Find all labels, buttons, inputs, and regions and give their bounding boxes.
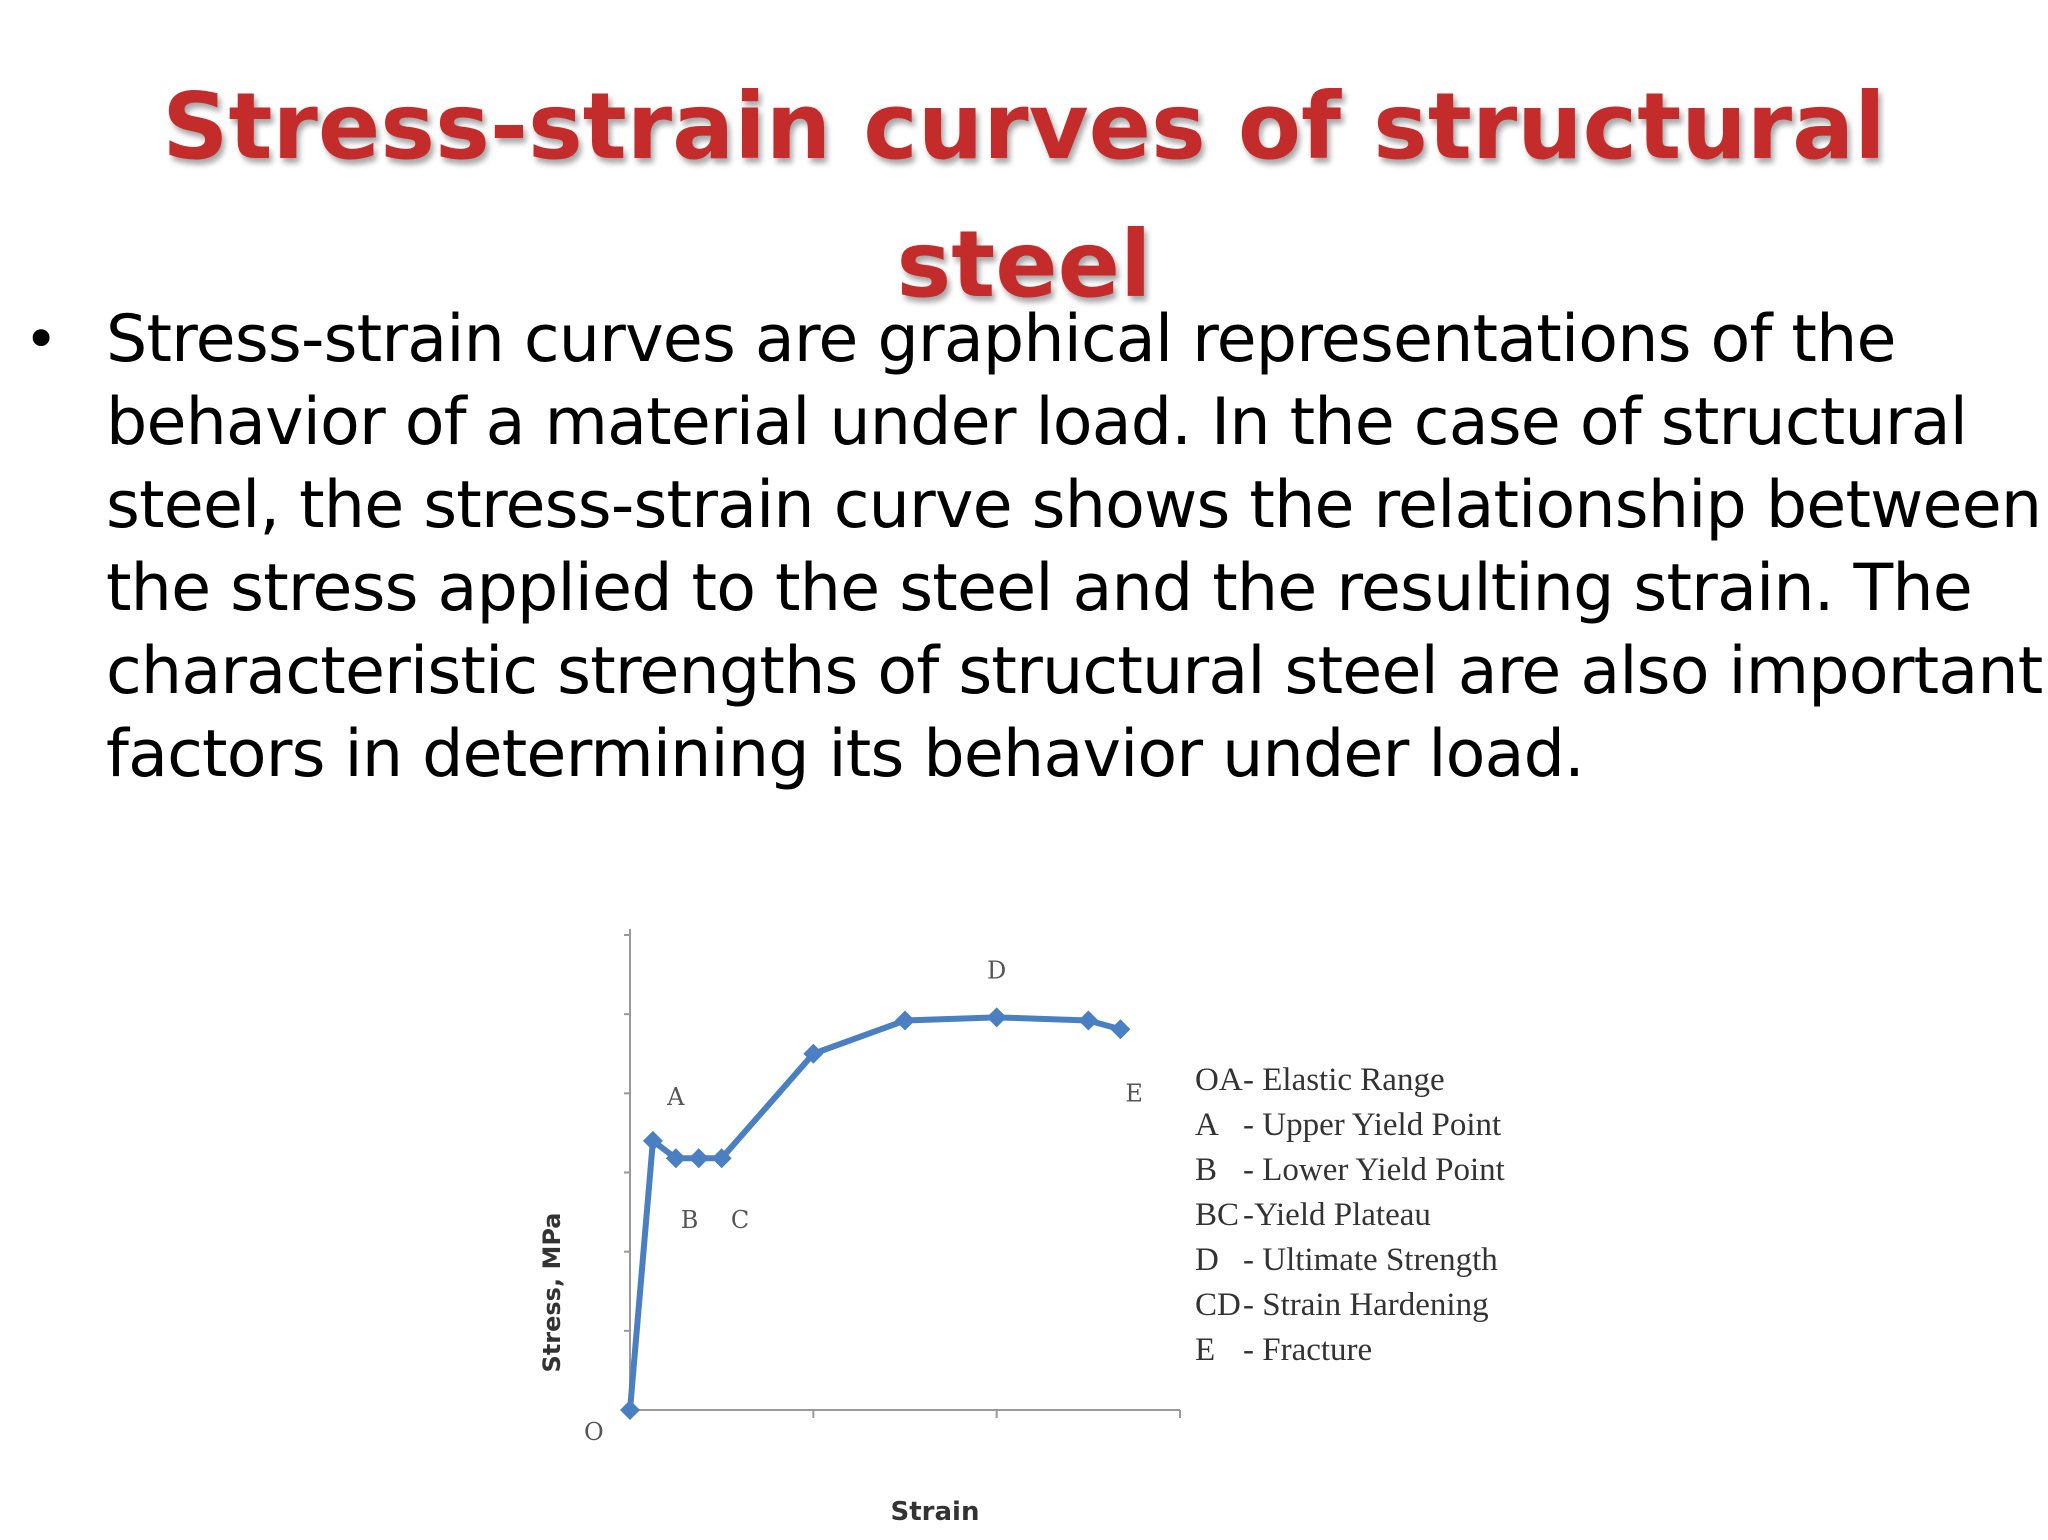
legend-item-d: D - Ultimate Strength — [1195, 1238, 1515, 1283]
legend-text: - Upper Yield Point — [1243, 1107, 1502, 1143]
bullet-paragraph: • Stress-strain curves are graphical rep… — [18, 298, 2048, 796]
legend-key: E — [1195, 1332, 1216, 1368]
y-axis-label: Stress, MPa — [538, 1213, 566, 1373]
point-label-d: D — [987, 957, 1006, 985]
legend-item-cd: CD - Strain Hardening — [1195, 1283, 1515, 1328]
chart-series — [620, 1007, 1131, 1420]
legend-text: - Strain Hardening — [1243, 1287, 1489, 1323]
legend-item-b: B - Lower Yield Point — [1195, 1148, 1515, 1193]
point-label-c: C — [731, 1206, 749, 1234]
stress-strain-chart: Stress, MPa Strain O A B C D E — [500, 900, 1550, 1536]
bullet-marker: • — [24, 305, 59, 373]
legend-key: CD — [1195, 1287, 1241, 1323]
data-point-marker — [803, 1043, 824, 1064]
legend-text: - Lower Yield Point — [1243, 1152, 1505, 1188]
point-label-b: B — [681, 1206, 699, 1234]
data-point-marker — [986, 1007, 1007, 1028]
chart-svg: Stress, MPa Strain O A B C D E — [538, 929, 1181, 1527]
title-line-2: steel — [896, 211, 1152, 318]
x-axis-label: Strain — [891, 1497, 980, 1527]
legend-text: - Elastic Range — [1243, 1062, 1445, 1098]
chart-labels: Stress, MPa Strain O A B C D E — [538, 957, 1143, 1527]
title-line-1: Stress-strain curves of structural — [162, 73, 1886, 180]
data-point-marker — [620, 1400, 640, 1420]
legend-item-a: A - Upper Yield Point — [1195, 1103, 1515, 1148]
data-point-marker — [711, 1148, 732, 1169]
data-point-marker — [895, 1010, 915, 1031]
legend-key: OA — [1195, 1062, 1243, 1098]
legend-key: B — [1195, 1152, 1218, 1188]
slide-title: Stress-strain curves of structural steel — [0, 58, 2048, 334]
chart-legend: OA - Elastic Range A - Upper Yield Point… — [1195, 1058, 1515, 1373]
legend-item-oa: OA - Elastic Range — [1195, 1058, 1515, 1103]
data-point-marker — [1078, 1010, 1099, 1031]
legend-key: D — [1195, 1242, 1219, 1278]
legend-item-e: E - Fracture — [1195, 1328, 1515, 1373]
chart-axes — [624, 929, 1181, 1418]
point-label-a: A — [666, 1083, 685, 1111]
data-point-marker — [1110, 1019, 1131, 1040]
legend-text: - Ultimate Strength — [1243, 1242, 1498, 1278]
legend-key: BC — [1195, 1197, 1240, 1233]
legend-key: A — [1195, 1107, 1219, 1143]
data-point-marker — [642, 1130, 663, 1151]
origin-label: O — [584, 1418, 604, 1446]
data-point-marker — [665, 1148, 686, 1169]
body-text: Stress-strain curves are graphical repre… — [106, 302, 2043, 792]
legend-text: -Yield Plateau — [1243, 1197, 1431, 1233]
data-point-marker — [688, 1148, 709, 1169]
point-label-e: E — [1125, 1079, 1143, 1107]
series-line — [627, 1014, 1122, 1411]
legend-item-bc: BC -Yield Plateau — [1195, 1193, 1515, 1238]
legend-text: - Fracture — [1243, 1332, 1373, 1368]
